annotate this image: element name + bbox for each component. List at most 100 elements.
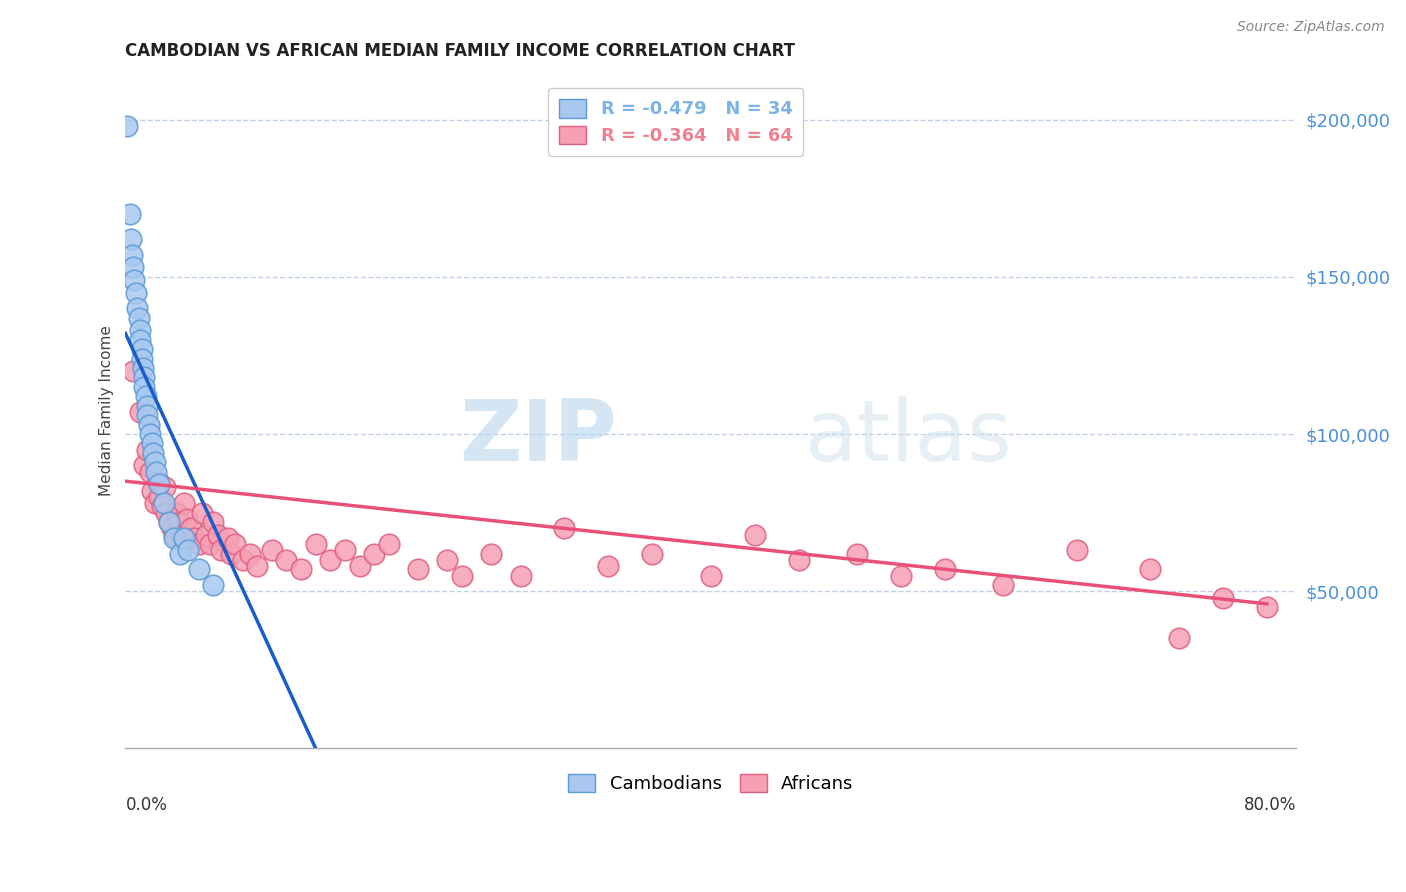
Point (132, 361, 155, 376)
Point (134, 380, 156, 394)
Point (127, 301, 149, 316)
Point (129, 405, 152, 419)
Point (169, 515, 191, 529)
Text: CAMBODIAN VS AFRICAN MEDIAN FAMILY INCOME CORRELATION CHART: CAMBODIAN VS AFRICAN MEDIAN FAMILY INCOM… (125, 42, 796, 60)
Point (121, 364, 143, 378)
Point (319, 553, 342, 567)
Point (129, 333, 152, 347)
Point (143, 496, 166, 510)
Point (209, 543, 232, 558)
Point (129, 323, 152, 337)
Point (121, 260, 143, 275)
Point (150, 500, 173, 514)
Point (143, 455, 166, 469)
Point (163, 527, 186, 541)
Point (173, 531, 195, 545)
Point (136, 442, 159, 457)
Point (157, 515, 180, 529)
Text: Source: ZipAtlas.com: Source: ZipAtlas.com (1237, 20, 1385, 34)
Point (145, 465, 167, 479)
Point (183, 531, 205, 545)
Point (128, 310, 150, 325)
Point (846, 547, 869, 561)
Point (152, 496, 174, 510)
Point (155, 506, 177, 520)
Point (479, 547, 502, 561)
Point (219, 547, 242, 561)
Point (125, 285, 148, 300)
Point (744, 527, 766, 541)
Point (232, 553, 254, 567)
Text: 0.0%: 0.0% (125, 796, 167, 814)
Point (194, 527, 217, 541)
Point (1256, 599, 1278, 614)
Point (163, 531, 186, 545)
Point (148, 490, 170, 504)
Point (173, 496, 195, 510)
Point (148, 477, 170, 491)
Point (139, 465, 162, 479)
Text: ZIP: ZIP (460, 396, 617, 479)
Point (1212, 591, 1234, 605)
Point (224, 537, 246, 551)
Point (1168, 632, 1191, 646)
Point (290, 562, 312, 576)
Point (890, 568, 912, 582)
Point (131, 351, 153, 366)
Point (200, 537, 222, 551)
Point (187, 537, 209, 551)
Point (170, 527, 193, 541)
Y-axis label: Median Family Income: Median Family Income (100, 325, 114, 496)
Point (177, 543, 200, 558)
Point (246, 559, 269, 574)
Point (157, 515, 180, 529)
Point (134, 370, 156, 384)
Point (406, 562, 429, 576)
Point (363, 547, 385, 561)
Point (135, 389, 157, 403)
Point (333, 543, 356, 558)
Point (169, 547, 191, 561)
Point (349, 559, 371, 574)
Point (1066, 543, 1088, 558)
Point (202, 578, 225, 592)
Point (131, 342, 153, 356)
Text: atlas: atlas (804, 396, 1012, 479)
Point (207, 527, 229, 541)
Point (141, 436, 163, 450)
Point (115, 119, 138, 133)
Point (162, 521, 184, 535)
Point (166, 506, 188, 520)
Point (239, 547, 262, 561)
Point (305, 537, 328, 551)
Point (598, 559, 620, 574)
Point (553, 521, 575, 535)
Point (260, 543, 283, 558)
Point (993, 578, 1015, 592)
Point (509, 568, 531, 582)
Point (121, 248, 143, 262)
Point (146, 474, 169, 488)
Point (136, 408, 159, 422)
Point (378, 537, 401, 551)
Point (176, 512, 198, 526)
Point (139, 427, 162, 442)
Point (136, 399, 159, 413)
Point (217, 531, 239, 545)
Point (138, 417, 160, 432)
Text: 80.0%: 80.0% (1244, 796, 1296, 814)
Point (934, 562, 956, 576)
Point (202, 515, 225, 529)
Point (700, 568, 723, 582)
Point (118, 207, 141, 221)
Point (141, 483, 163, 498)
Point (787, 553, 810, 567)
Point (276, 553, 298, 567)
Point (142, 446, 165, 460)
Point (190, 506, 212, 520)
Point (436, 553, 458, 567)
Point (122, 273, 145, 287)
Point (451, 568, 474, 582)
Point (180, 521, 202, 535)
Point (187, 562, 209, 576)
